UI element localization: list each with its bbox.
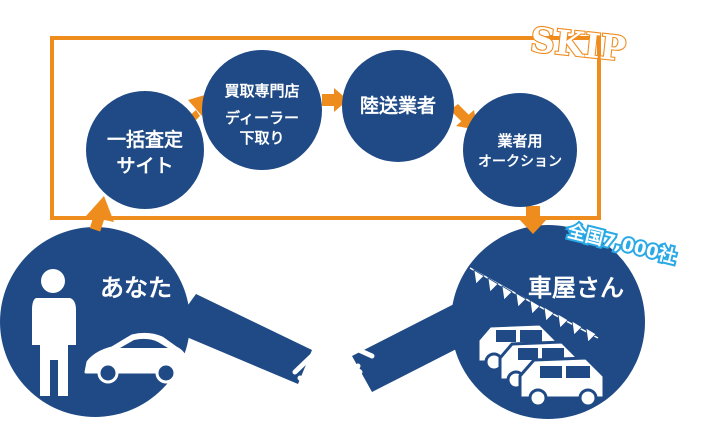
- handshake-icon: [292, 343, 375, 401]
- step-label-auction-2: オークション: [478, 154, 562, 170]
- step-circle-transport: [342, 50, 454, 162]
- step-label-bulk-appraisal-2: サイト: [116, 155, 173, 177]
- dealer-label: 車屋さん: [528, 274, 624, 302]
- you-circle: [0, 227, 190, 417]
- person-icon: [32, 269, 76, 396]
- step-label-bulk-appraisal-1: 一括査定: [107, 128, 183, 151]
- right-arm: [352, 302, 478, 392]
- step-circle-auction: [463, 93, 577, 207]
- arrow-shop-to-transport: [322, 88, 348, 112]
- skip-label: SKIP: [528, 20, 627, 70]
- you-label: あなた: [100, 274, 172, 302]
- skip-frame: [50, 36, 601, 220]
- step-label-buyback-shop-2: ディーラー: [225, 109, 299, 127]
- dealer-cars-icon: [476, 322, 606, 408]
- step-circle-bulk-appraisal: [86, 91, 204, 209]
- step-label-transport: 陸送業者: [360, 94, 436, 117]
- step-circle-buyback-shop: [202, 50, 322, 170]
- handshake-arms: [170, 294, 478, 392]
- arrow-auction-to-dealer: [518, 206, 548, 234]
- left-arm: [170, 294, 312, 384]
- step-label-buyback-shop-3: 下取り: [239, 129, 284, 147]
- step-label-buyback-shop-1: 買取専門店: [224, 82, 299, 100]
- sports-car-icon: [84, 332, 188, 384]
- bunting-decoration: [469, 267, 599, 343]
- step-label-auction-1: 業者用: [496, 132, 542, 150]
- car-front: [518, 356, 606, 408]
- arrow-you-to-site: [86, 196, 114, 232]
